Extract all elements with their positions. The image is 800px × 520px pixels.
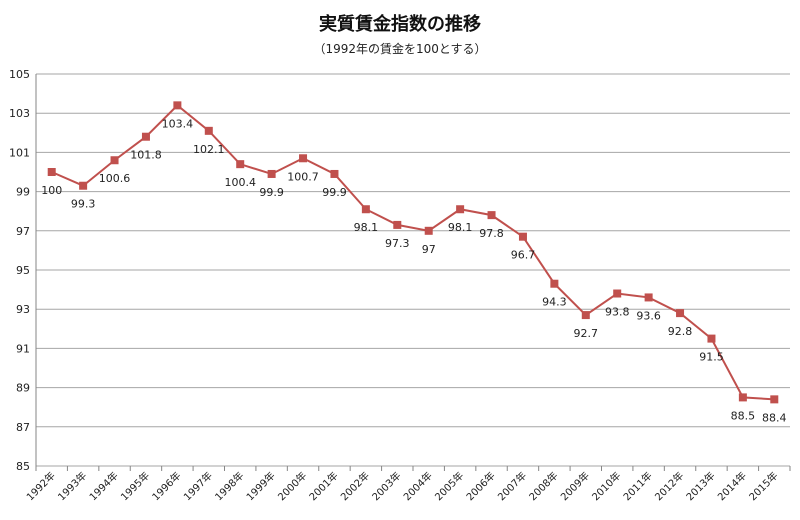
x-tick-label: 1996年 — [149, 469, 183, 503]
chart-subtitle: （1992年の賃金を100とする） — [313, 42, 487, 56]
x-tick-label: 1999年 — [243, 469, 277, 503]
data-label: 93.8 — [605, 306, 630, 319]
x-tick-label: 2010年 — [589, 469, 623, 503]
y-tick-label: 85 — [16, 460, 30, 473]
data-point — [204, 126, 213, 135]
data-point — [141, 132, 150, 141]
data-point — [393, 220, 402, 229]
data-point — [550, 279, 559, 288]
x-tick-label: 2005年 — [432, 469, 466, 503]
data-point — [707, 334, 716, 343]
data-point — [456, 205, 465, 214]
x-tick-label: 2011年 — [620, 469, 654, 503]
data-label: 88.5 — [731, 409, 756, 422]
y-tick-label: 95 — [16, 264, 30, 277]
data-label: 94.3 — [542, 296, 567, 309]
data-point — [487, 211, 496, 220]
x-tick-label: 2000年 — [275, 469, 309, 503]
series-line — [51, 104, 775, 401]
data-label: 98.1 — [354, 221, 379, 234]
data-label: 88.4 — [762, 411, 787, 424]
data-label: 91.5 — [699, 351, 724, 364]
data-point — [173, 101, 182, 110]
x-tick-label: 2014年 — [715, 469, 749, 503]
x-tick-label: 2012年 — [652, 469, 686, 503]
data-point — [330, 169, 339, 178]
x-tick-label: 2009年 — [558, 469, 592, 503]
x-tick-label: 1994年 — [86, 469, 120, 503]
data-label: 100 — [41, 184, 62, 197]
x-tick-label: 2002年 — [338, 469, 372, 503]
x-tick-label: 1993年 — [55, 469, 89, 503]
data-point — [110, 156, 119, 165]
y-tick-label: 93 — [16, 303, 30, 316]
y-tick-label: 91 — [16, 342, 30, 355]
x-tick-label: 2006年 — [463, 469, 497, 503]
data-label: 97.3 — [385, 237, 410, 250]
y-tick-label: 87 — [16, 421, 30, 434]
data-label: 100.4 — [224, 176, 256, 189]
x-tick-label: 2007年 — [495, 469, 529, 503]
data-point — [79, 181, 88, 190]
data-point — [676, 309, 685, 318]
data-label: 99.3 — [71, 198, 96, 211]
x-tick-label: 2013年 — [683, 469, 717, 503]
data-label: 103.4 — [162, 117, 194, 130]
x-tick-label: 1992年 — [24, 469, 58, 503]
y-tick-label: 99 — [16, 186, 30, 199]
chart-title: 実質賃金指数の推移 — [319, 14, 481, 35]
x-tick-label: 2015年 — [746, 469, 780, 503]
y-tick-label: 103 — [9, 107, 30, 120]
x-tick-label: 2001年 — [306, 469, 340, 503]
x-tick-label: 2008年 — [526, 469, 560, 503]
data-label: 97 — [422, 243, 436, 256]
data-label: 102.1 — [193, 143, 225, 156]
data-point — [236, 160, 245, 169]
y-tick-label: 105 — [9, 68, 30, 81]
x-tick-label: 1998年 — [212, 469, 246, 503]
x-tick-label: 1997年 — [181, 469, 215, 503]
data-label: 100.7 — [287, 170, 319, 183]
data-label: 101.8 — [130, 149, 162, 162]
data-point — [770, 395, 779, 404]
data-label: 100.6 — [99, 172, 131, 185]
data-label: 93.6 — [636, 309, 661, 322]
data-point — [518, 232, 527, 241]
data-point — [299, 154, 308, 163]
x-tick-label: 2004年 — [401, 469, 435, 503]
data-point — [613, 289, 622, 298]
data-label: 92.7 — [574, 327, 599, 340]
data-label: 99.9 — [322, 186, 347, 199]
data-point — [47, 168, 56, 176]
data-label: 92.8 — [668, 325, 693, 338]
data-point — [361, 205, 370, 214]
y-tick-label: 97 — [16, 225, 30, 238]
data-label: 97.8 — [479, 227, 504, 240]
data-point — [424, 226, 433, 235]
data-point — [581, 311, 590, 320]
x-tick-label: 1995年 — [118, 469, 152, 503]
y-tick-label: 89 — [16, 382, 30, 395]
y-tick-label: 101 — [9, 146, 30, 159]
data-label: 99.9 — [259, 186, 284, 199]
data-point — [738, 393, 747, 402]
data-point — [644, 293, 653, 302]
data-point — [267, 169, 276, 178]
data-label: 98.1 — [448, 221, 473, 234]
x-tick-label: 2003年 — [369, 469, 403, 503]
data-label: 96.7 — [511, 249, 536, 262]
